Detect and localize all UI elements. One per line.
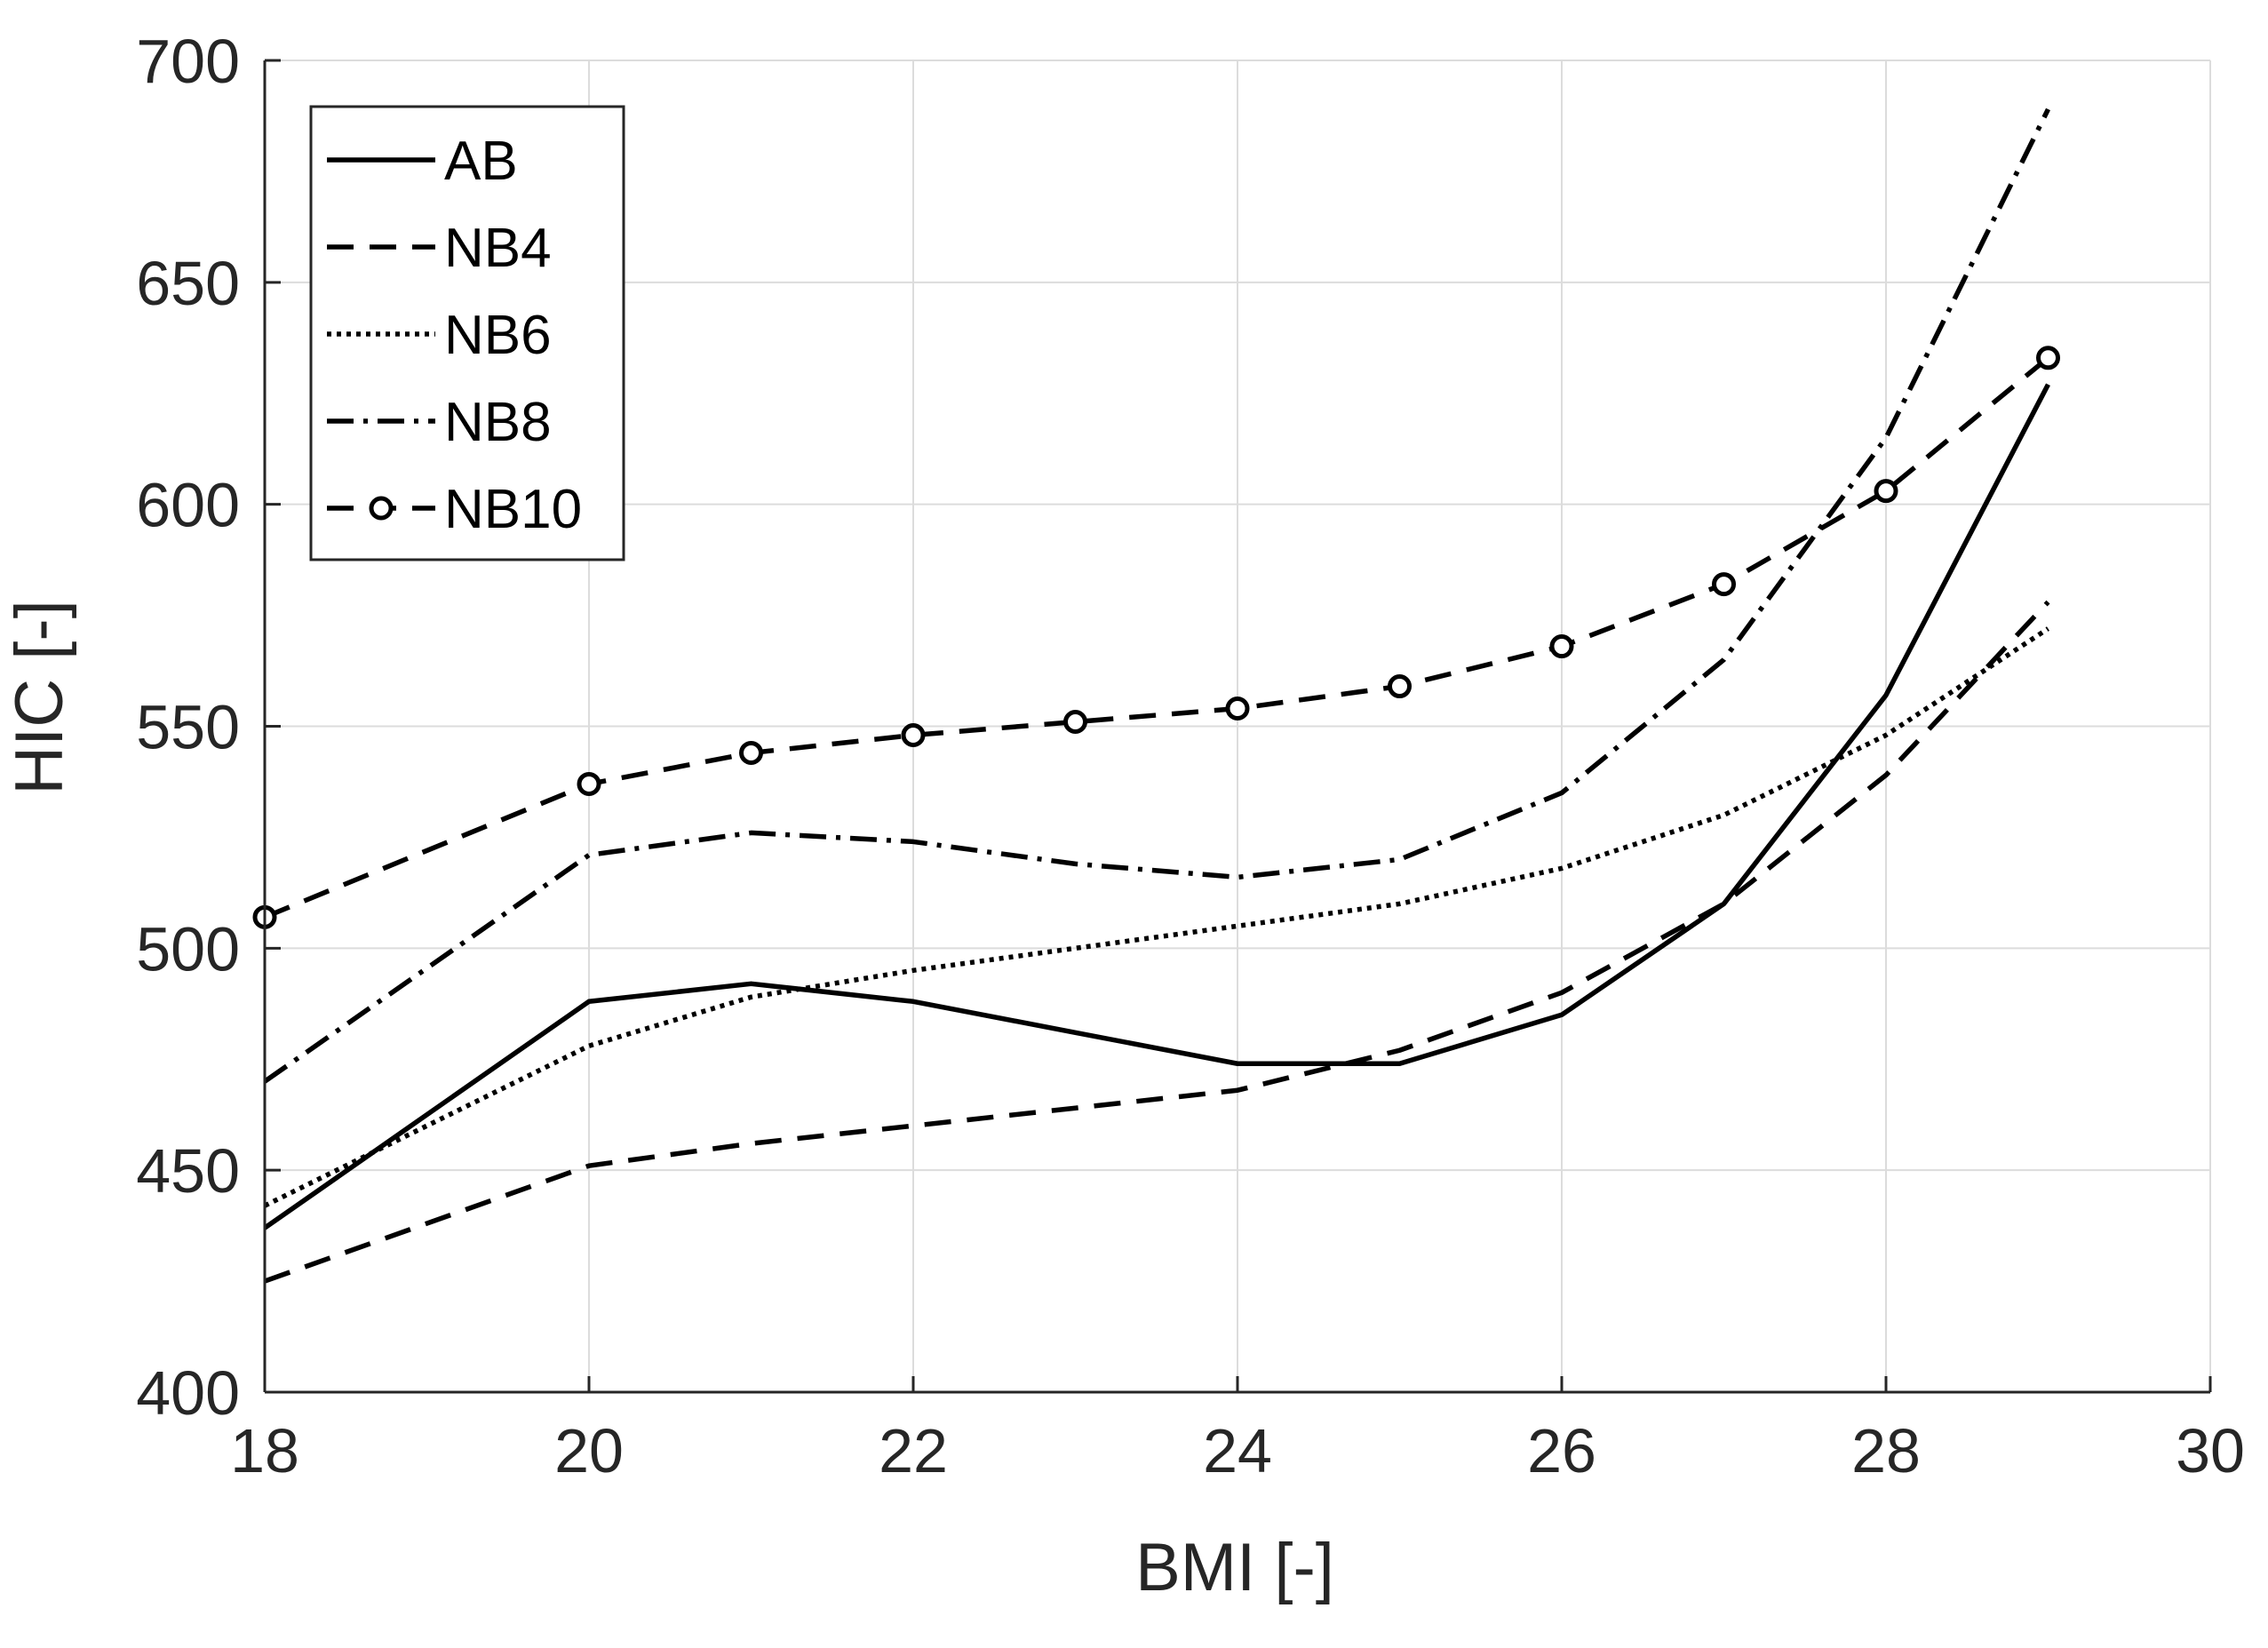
legend-label-nb4: NB4 (444, 218, 552, 279)
legend-label-nb6: NB6 (444, 305, 552, 366)
axes (263, 59, 2212, 1394)
legend-marker-nb10 (369, 496, 394, 521)
data-point-nb10-29 (2036, 346, 2060, 370)
tick-labels: 18 20 22 24 26 28 30 400 450 500 550 600 650 700 (136, 27, 2245, 1485)
series-line-nb4 (264, 600, 2050, 1284)
data-point-nb10-22 (901, 722, 926, 747)
x-tick-label-24: 24 (1203, 1416, 1272, 1485)
x-tick-label-28: 28 (1851, 1416, 1921, 1485)
y-tick-label-400: 400 (136, 1358, 240, 1428)
legend-box (309, 105, 625, 561)
data-point-nb10-27 (1712, 572, 1736, 597)
y-tick-label-450: 450 (136, 1136, 240, 1206)
x-tick-label-26: 26 (1527, 1416, 1596, 1485)
legend: AB NB4 NB6 NB8 NB10 (309, 105, 625, 561)
y-tick-label-550: 550 (136, 693, 240, 762)
x-axis-label: BMI [-] (1135, 1530, 1334, 1605)
series-lines (252, 107, 2060, 1284)
x-tick-label-30: 30 (2176, 1416, 2245, 1485)
data-point-nb10-20 (577, 771, 601, 796)
x-tick-label-20: 20 (554, 1416, 624, 1485)
data-point-nb10-24 (1225, 697, 1250, 721)
x-tick-label-22: 22 (879, 1416, 948, 1485)
data-point-nb10-25 (1388, 674, 1412, 699)
x-tick-label-18: 18 (230, 1416, 299, 1485)
legend-label-nb10: NB10 (444, 479, 582, 540)
y-tick-label-500: 500 (136, 914, 240, 983)
data-point-nb10-23 (1063, 710, 1087, 735)
data-point-nb10-28 (1874, 479, 1898, 504)
series-line-nb8 (263, 107, 2050, 1084)
y-tick-label-600: 600 (136, 471, 240, 540)
data-point-nb10-26 (1549, 634, 1574, 659)
y-axis-label: HIC [-] (2, 600, 77, 795)
data-point-nb10-21 (739, 740, 763, 765)
y-tick-label-650: 650 (136, 249, 240, 318)
series-line-ab (263, 383, 2050, 1230)
legend-label-nb8: NB8 (444, 392, 552, 453)
y-tick-label-700: 700 (136, 27, 240, 96)
legend-label-ab: AB (444, 131, 518, 192)
